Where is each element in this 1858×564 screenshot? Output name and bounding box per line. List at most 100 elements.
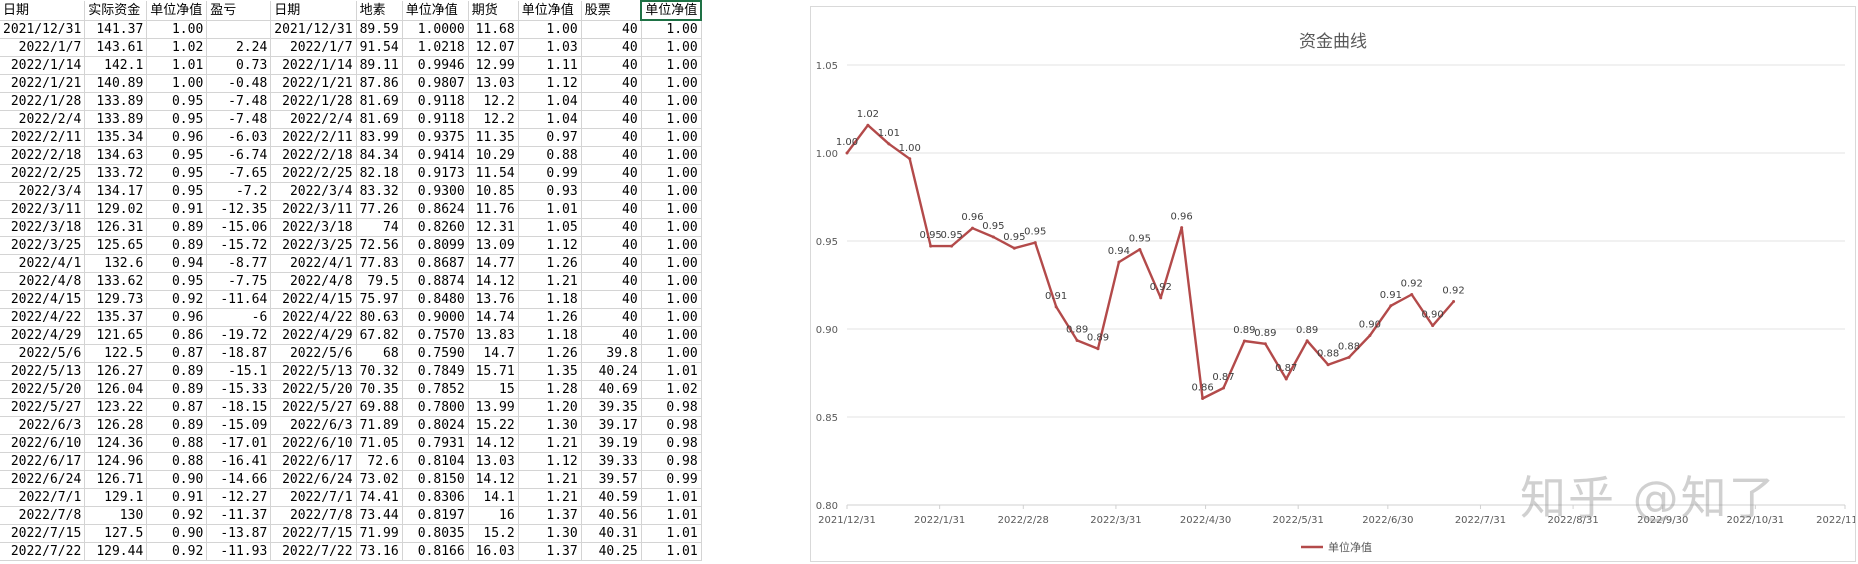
table-cell[interactable]: 10.85 [468, 182, 519, 201]
column-header[interactable]: 单位净值 [518, 1, 582, 21]
table-cell[interactable]: 0.8260 [402, 218, 469, 237]
table-cell[interactable]: 125.65 [84, 236, 148, 255]
table-cell[interactable]: -12.35 [206, 200, 272, 219]
table-cell[interactable]: 124.96 [84, 452, 148, 471]
table-cell[interactable]: 2022/5/13 [0, 362, 86, 381]
column-header[interactable]: 单位净值 [640, 0, 703, 21]
table-cell[interactable]: 13.83 [468, 326, 519, 345]
table-cell[interactable]: 0.92 [146, 506, 208, 525]
table-cell[interactable]: 68 [356, 344, 403, 363]
table-cell[interactable]: 0.95 [146, 164, 208, 183]
table-cell[interactable]: 1.03 [518, 38, 582, 57]
table-cell[interactable]: 0.8024 [402, 416, 469, 435]
table-cell[interactable]: 0.93 [518, 182, 582, 201]
table-cell[interactable]: -17.01 [206, 434, 272, 453]
table-cell[interactable]: 1.05 [518, 218, 582, 237]
table-cell[interactable]: 1.01 [146, 56, 208, 75]
table-cell[interactable]: 1.00 [641, 200, 702, 219]
table-cell[interactable]: 12.07 [468, 38, 519, 57]
table-cell[interactable]: 134.17 [84, 182, 148, 201]
table-cell[interactable]: 122.5 [84, 344, 148, 363]
table-cell[interactable]: 11.76 [468, 200, 519, 219]
table-cell[interactable]: 1.00 [641, 344, 702, 363]
table-cell[interactable]: 1.00 [146, 20, 208, 39]
table-cell[interactable]: 2022/3/18 [0, 218, 86, 237]
table-cell[interactable]: -11.37 [206, 506, 272, 525]
table-cell[interactable]: 1.21 [518, 434, 582, 453]
column-header[interactable]: 实际资金 [84, 1, 148, 21]
table-cell[interactable]: 1.00 [641, 38, 702, 57]
table-cell[interactable]: 0.94 [146, 254, 208, 273]
table-cell[interactable]: 1.00 [641, 146, 702, 165]
table-cell[interactable]: 0.9000 [402, 308, 469, 327]
table-cell[interactable]: 0.92 [146, 542, 208, 561]
table-cell[interactable]: 14.7 [468, 344, 519, 363]
table-cell[interactable]: 1.01 [641, 542, 702, 561]
table-cell[interactable]: 1.01 [641, 488, 702, 507]
table-cell[interactable]: 71.89 [356, 416, 403, 435]
table-cell[interactable]: 40 [581, 110, 642, 129]
table-cell[interactable]: 1.18 [518, 326, 582, 345]
table-cell[interactable]: 2022/3/4 [0, 182, 86, 201]
table-cell[interactable]: 1.04 [518, 92, 582, 111]
table-cell[interactable]: -16.41 [206, 452, 272, 471]
table-cell[interactable]: 1.11 [518, 56, 582, 75]
table-cell[interactable]: 0.95 [146, 272, 208, 291]
table-cell[interactable]: -7.2 [206, 182, 272, 201]
table-cell[interactable]: 0.8874 [402, 272, 469, 291]
table-cell[interactable]: 2022/6/10 [270, 434, 357, 453]
table-cell[interactable]: 1.01 [641, 524, 702, 543]
table-cell[interactable] [206, 20, 272, 39]
table-cell[interactable]: 1.12 [518, 74, 582, 93]
table-cell[interactable]: 14.12 [468, 434, 519, 453]
table-cell[interactable]: 40 [581, 164, 642, 183]
table-cell[interactable]: 0.9118 [402, 110, 469, 129]
fund-curve-chart[interactable]: 资金曲线 0.80 0.85 0.90 0.95 1.00 1.05 2021/12/31 20… [810, 6, 1856, 562]
column-header[interactable]: 单位净值 [146, 1, 208, 21]
table-cell[interactable]: 82.18 [356, 164, 403, 183]
table-cell[interactable]: 2022/2/25 [270, 164, 357, 183]
table-cell[interactable]: 11.68 [468, 20, 519, 39]
table-cell[interactable]: 2022/6/3 [0, 416, 86, 435]
table-cell[interactable]: -7.48 [206, 92, 272, 111]
table-cell[interactable]: 2022/5/20 [270, 380, 357, 399]
table-cell[interactable]: 12.99 [468, 56, 519, 75]
table-cell[interactable]: 1.26 [518, 254, 582, 273]
table-cell[interactable]: 1.00 [641, 236, 702, 255]
table-cell[interactable]: 14.74 [468, 308, 519, 327]
column-header[interactable]: 日期 [270, 1, 357, 21]
table-cell[interactable]: 39.33 [581, 452, 642, 471]
table-cell[interactable]: 0.8480 [402, 290, 469, 309]
table-cell[interactable]: 2022/3/25 [0, 236, 86, 255]
table-cell[interactable]: 1.30 [518, 524, 582, 543]
table-cell[interactable]: 1.00 [641, 128, 702, 147]
table-cell[interactable]: 14.1 [468, 488, 519, 507]
table-cell[interactable]: 0.9300 [402, 182, 469, 201]
table-cell[interactable]: 129.02 [84, 200, 148, 219]
table-cell[interactable]: 2022/6/17 [0, 452, 86, 471]
table-cell[interactable]: 0.8104 [402, 452, 469, 471]
table-cell[interactable]: 1.35 [518, 362, 582, 381]
table-cell[interactable]: 0.89 [146, 416, 208, 435]
table-cell[interactable]: -8.77 [206, 254, 272, 273]
table-cell[interactable]: 10.29 [468, 146, 519, 165]
table-cell[interactable]: 40 [581, 200, 642, 219]
table-cell[interactable]: 129.1 [84, 488, 148, 507]
table-cell[interactable]: 135.37 [84, 308, 148, 327]
table-cell[interactable]: 2022/6/17 [270, 452, 357, 471]
table-cell[interactable]: 132.6 [84, 254, 148, 273]
table-cell[interactable]: 40 [581, 56, 642, 75]
table-cell[interactable]: 0.95 [146, 92, 208, 111]
table-cell[interactable]: 2021/12/31 [0, 20, 86, 39]
table-cell[interactable]: 2022/1/28 [270, 92, 357, 111]
table-cell[interactable]: 71.99 [356, 524, 403, 543]
column-header[interactable]: 期货 [468, 1, 519, 21]
table-cell[interactable]: 2022/4/1 [270, 254, 357, 273]
table-cell[interactable]: 39.19 [581, 434, 642, 453]
table-cell[interactable]: 0.90 [146, 470, 208, 489]
table-cell[interactable]: 0.89 [146, 362, 208, 381]
spreadsheet[interactable]: 日期 实际资金 单位净值 盈亏 日期 地素 单位净值 期货 单位净值 股票 单位净值 2021/12/… [0, 0, 800, 564]
table-cell[interactable]: 126.71 [84, 470, 148, 489]
table-cell[interactable]: 73.02 [356, 470, 403, 489]
table-cell[interactable]: 2022/2/4 [0, 110, 86, 129]
